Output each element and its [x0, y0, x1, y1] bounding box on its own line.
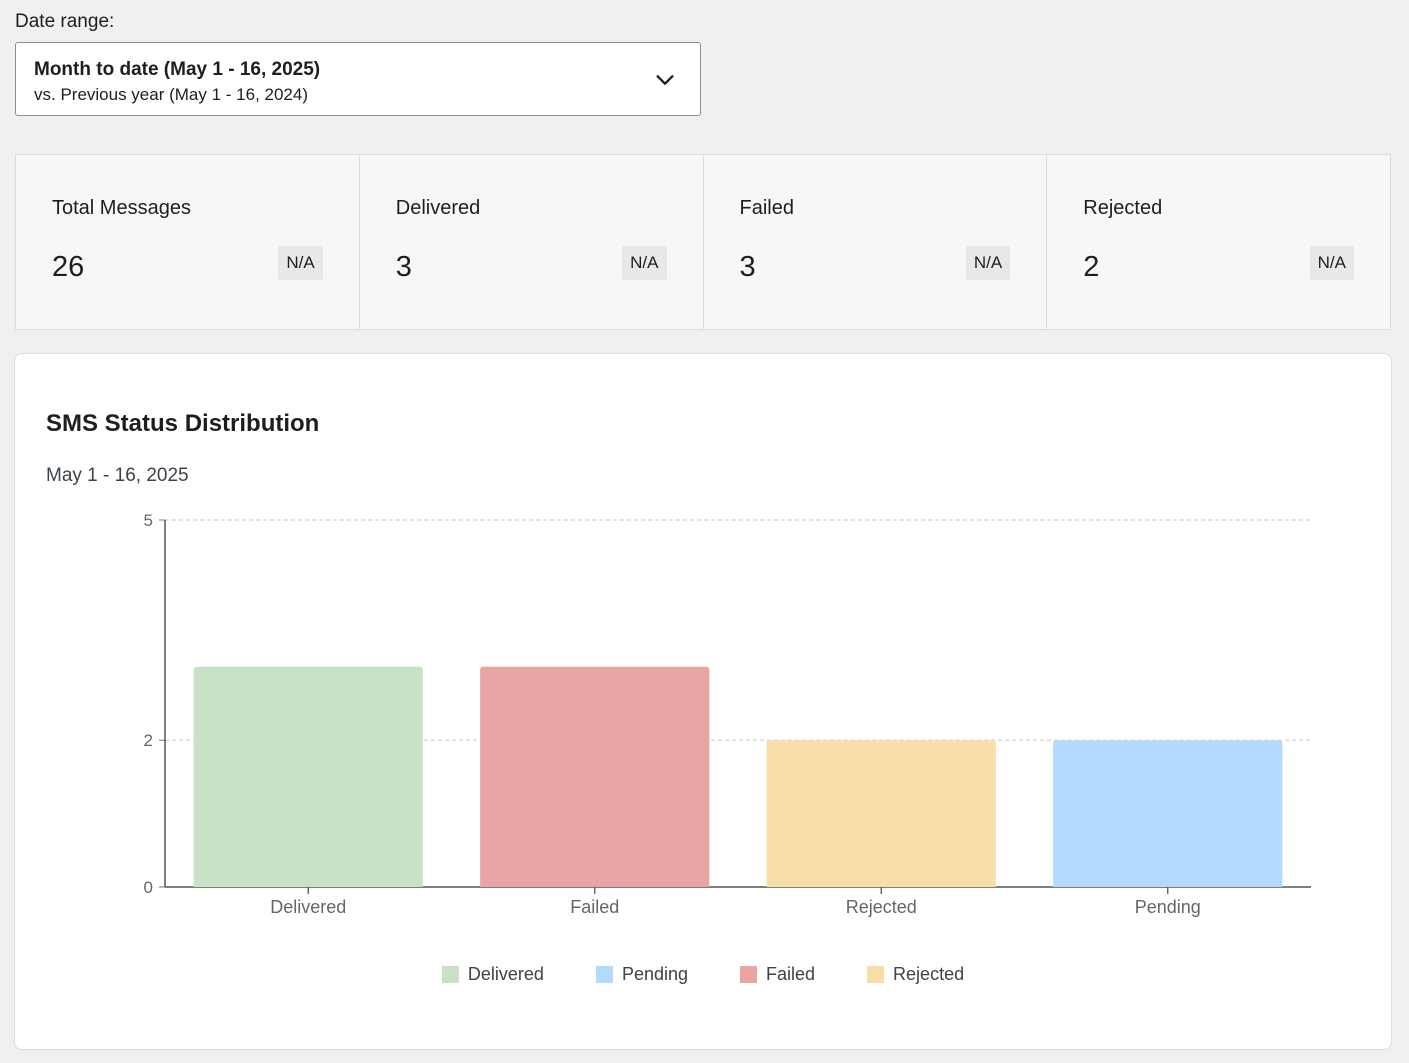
- stat-value: 26: [52, 251, 85, 283]
- legend-swatch: [867, 966, 885, 983]
- x-tick-label: Failed: [570, 897, 619, 917]
- stat-value: 3: [395, 251, 412, 283]
- legend-swatch: [740, 966, 758, 983]
- bar-delivered: [193, 666, 423, 887]
- x-tick-label: Rejected: [846, 897, 917, 917]
- stat-delta-badge: N/A: [278, 246, 323, 280]
- stat-failed[interactable]: Failed 3 N/A: [704, 155, 1048, 329]
- stat-label: Rejected: [1083, 197, 1163, 219]
- legend-swatch: [441, 966, 459, 983]
- legend-swatch: [595, 966, 613, 983]
- bar-chart: 0 2 5 Delivered Failed Rejected Pending: [144, 511, 1311, 917]
- stat-value: 3: [739, 251, 756, 283]
- bar-pending: [1053, 740, 1283, 887]
- stat-delta-badge: N/A: [1309, 246, 1354, 280]
- legend-label: Pending: [621, 964, 689, 984]
- y-tick-label: 2: [144, 731, 153, 750]
- bar-failed: [480, 666, 710, 887]
- stat-value: 2: [1083, 251, 1100, 283]
- stat-delivered[interactable]: Delivered 3 N/A: [360, 155, 704, 329]
- chevron-down-icon: [656, 75, 674, 85]
- legend-item-failed[interactable]: Failed: [740, 964, 815, 985]
- stat-label: Failed: [739, 197, 794, 219]
- date-range-secondary: vs. Previous year (May 1 - 16, 2024): [34, 85, 309, 104]
- legend-label: Failed: [766, 964, 816, 984]
- legend-item-delivered[interactable]: Delivered: [441, 964, 544, 985]
- stat-label: Delivered: [395, 197, 481, 219]
- x-tick-label: Delivered: [270, 897, 346, 917]
- legend-label: Delivered: [467, 964, 544, 984]
- stat-rejected[interactable]: Rejected 2 N/A: [1047, 155, 1390, 329]
- stat-total-messages[interactable]: Total Messages 26 N/A: [16, 155, 360, 329]
- legend-item-rejected[interactable]: Rejected: [867, 964, 964, 985]
- legend-item-pending[interactable]: Pending: [595, 964, 689, 985]
- stat-delta-badge: N/A: [622, 246, 667, 280]
- date-range-primary: Month to date (May 1 - 16, 2025): [34, 59, 321, 80]
- legend-label: Rejected: [893, 964, 965, 984]
- y-tick-label: 0: [144, 878, 153, 897]
- stats-summary: Total Messages 26 N/A Delivered 3 N/A Fa…: [15, 154, 1391, 330]
- date-range-label: Date range:: [15, 11, 115, 32]
- chart-card: SMS Status Distribution May 1 - 16, 2025…: [14, 353, 1392, 1050]
- chart-legend: Delivered Pending Failed Rejected: [15, 964, 1391, 985]
- date-range-select[interactable]: Month to date (May 1 - 16, 2025) vs. Pre…: [15, 42, 701, 116]
- chart-subtitle: May 1 - 16, 2025: [46, 465, 189, 486]
- stat-delta-badge: N/A: [965, 246, 1011, 280]
- x-tick-label: Pending: [1135, 897, 1201, 917]
- chart-title: SMS Status Distribution: [46, 410, 320, 437]
- bar-rejected: [766, 740, 996, 887]
- stat-label: Total Messages: [52, 197, 191, 219]
- y-tick-label: 5: [144, 511, 153, 530]
